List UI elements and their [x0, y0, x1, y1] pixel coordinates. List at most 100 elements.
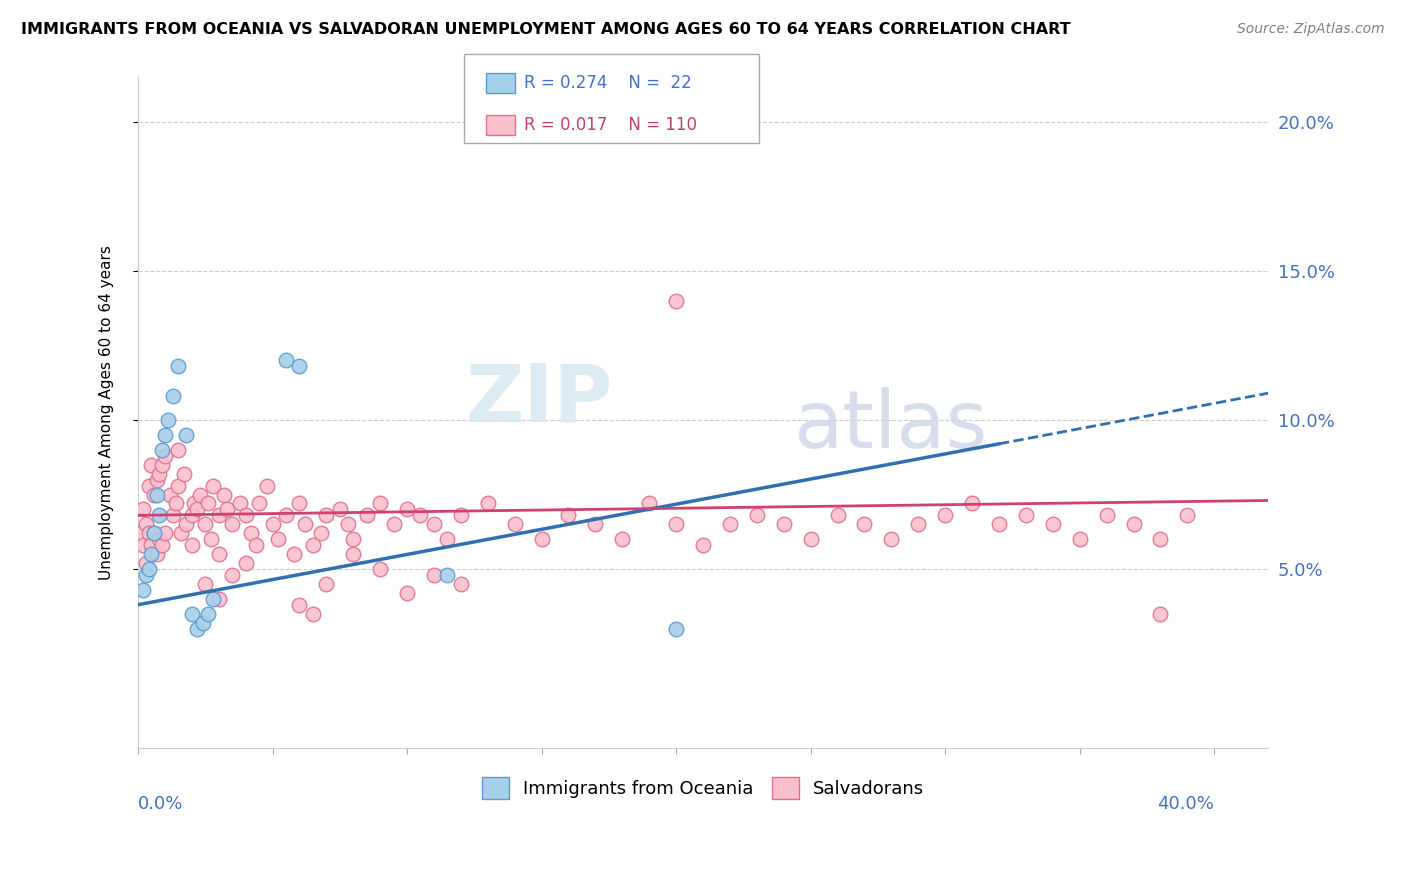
Point	[165, 496, 187, 510]
Point	[135, 556, 157, 570]
Point	[153, 449, 176, 463]
Text: atlas: atlas	[793, 387, 988, 465]
Point	[503, 517, 526, 532]
Point	[202, 591, 225, 606]
Point	[718, 517, 741, 532]
Point	[176, 428, 198, 442]
Point	[186, 502, 208, 516]
Point	[162, 389, 184, 403]
Point	[173, 467, 195, 481]
Point	[853, 517, 876, 532]
Point	[221, 517, 243, 532]
Point	[194, 577, 217, 591]
Point	[141, 458, 163, 472]
Point	[143, 526, 166, 541]
Point	[202, 478, 225, 492]
Point	[1149, 607, 1171, 621]
Point	[208, 547, 231, 561]
Point	[141, 547, 163, 561]
Point	[423, 517, 446, 532]
Point	[132, 538, 155, 552]
Point	[180, 607, 202, 621]
Point	[247, 496, 270, 510]
Point	[215, 502, 238, 516]
Point	[267, 532, 290, 546]
Point	[146, 487, 169, 501]
Point	[143, 487, 166, 501]
Point	[907, 517, 929, 532]
Point	[988, 517, 1011, 532]
Point	[262, 517, 284, 532]
Point	[138, 478, 160, 492]
Point	[745, 508, 768, 523]
Text: 0.0%: 0.0%	[138, 796, 183, 814]
Point	[146, 473, 169, 487]
Point	[129, 526, 152, 541]
Point	[159, 487, 181, 501]
Point	[135, 517, 157, 532]
Point	[283, 547, 305, 561]
Point	[288, 598, 311, 612]
Point	[436, 532, 458, 546]
Point	[132, 502, 155, 516]
Point	[256, 478, 278, 492]
Point	[960, 496, 983, 510]
Point	[342, 532, 364, 546]
Point	[167, 442, 190, 457]
Point	[156, 413, 179, 427]
Point	[827, 508, 849, 523]
Point	[235, 508, 257, 523]
Point	[221, 568, 243, 582]
Point	[934, 508, 956, 523]
Point	[150, 442, 173, 457]
Point	[1122, 517, 1144, 532]
Point	[132, 582, 155, 597]
Text: ZIP: ZIP	[465, 360, 613, 438]
Point	[800, 532, 823, 546]
Point	[315, 508, 337, 523]
Point	[197, 607, 219, 621]
Point	[138, 562, 160, 576]
Point	[138, 526, 160, 541]
Point	[692, 538, 714, 552]
Point	[235, 556, 257, 570]
Point	[450, 577, 472, 591]
Point	[186, 622, 208, 636]
Point	[240, 526, 263, 541]
Point	[191, 615, 214, 630]
Point	[1069, 532, 1091, 546]
Point	[395, 586, 418, 600]
Text: Source: ZipAtlas.com: Source: ZipAtlas.com	[1237, 22, 1385, 37]
Point	[229, 496, 252, 510]
Point	[772, 517, 794, 532]
Point	[477, 496, 499, 510]
Point	[150, 458, 173, 472]
Point	[530, 532, 553, 546]
Point	[200, 532, 222, 546]
Point	[436, 568, 458, 582]
Point	[135, 568, 157, 582]
Point	[162, 508, 184, 523]
Point	[146, 547, 169, 561]
Point	[880, 532, 903, 546]
Point	[315, 577, 337, 591]
Point	[183, 496, 205, 510]
Point	[167, 478, 190, 492]
Point	[342, 547, 364, 561]
Point	[336, 517, 359, 532]
Point	[153, 526, 176, 541]
Point	[1015, 508, 1038, 523]
Point	[368, 562, 391, 576]
Point	[212, 487, 235, 501]
Point	[409, 508, 432, 523]
Point	[368, 496, 391, 510]
Text: 40.0%: 40.0%	[1157, 796, 1215, 814]
Point	[143, 526, 166, 541]
Legend: Immigrants from Oceania, Salvadorans: Immigrants from Oceania, Salvadorans	[482, 777, 924, 799]
Point	[302, 538, 325, 552]
Point	[197, 496, 219, 510]
Point	[1095, 508, 1118, 523]
Y-axis label: Unemployment Among Ages 60 to 64 years: Unemployment Among Ages 60 to 64 years	[100, 245, 114, 580]
Point	[245, 538, 267, 552]
Point	[148, 508, 170, 523]
